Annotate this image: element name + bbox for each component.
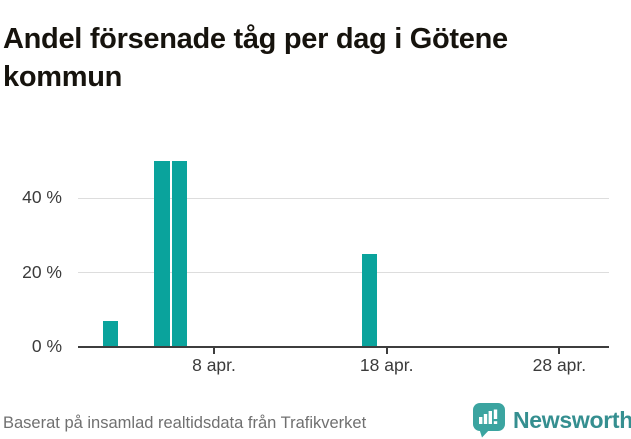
chart-title-line2: kommun bbox=[3, 61, 123, 94]
source-note: Baserat på insamlad realtidsdata från Tr… bbox=[3, 414, 367, 432]
bar-day-6 bbox=[171, 161, 188, 348]
bar-chart-plot: 8 apr. 18 apr. 28 apr. 0 % 20 % 40 % bbox=[22, 161, 609, 375]
y-tick-label-20pct: 20 % bbox=[22, 261, 62, 282]
x-tick-label-28: 28 apr. bbox=[532, 355, 587, 375]
x-axis-line bbox=[78, 345, 609, 348]
x-tick-8 bbox=[213, 347, 215, 354]
bar-day-2 bbox=[102, 321, 119, 347]
y-tick-label-40pct: 40 % bbox=[22, 187, 62, 208]
newsworthy-speech-bubble-bar-chart-icon bbox=[473, 403, 505, 438]
newsworthy-wordmark: Newsworthy bbox=[513, 406, 631, 433]
x-tick-18 bbox=[385, 347, 388, 354]
gridline-20pct bbox=[78, 272, 609, 273]
x-tick-label-18: 18 apr. bbox=[359, 355, 414, 375]
chart-title: Andel försenade tåg per dag i Götene komm… bbox=[3, 20, 628, 96]
chart-title-line1: Andel försenade tåg per dag i Götene bbox=[3, 23, 508, 56]
x-tick-label-8: 8 apr. bbox=[192, 355, 236, 375]
bar-day-5 bbox=[154, 161, 170, 348]
newsworthy-logo: Newsworthy bbox=[472, 401, 631, 439]
gridline-40pct bbox=[78, 198, 609, 199]
bar-day-17 bbox=[361, 254, 378, 347]
x-tick-28 bbox=[558, 347, 561, 354]
y-tick-label-0pct: 0 % bbox=[31, 336, 62, 356]
